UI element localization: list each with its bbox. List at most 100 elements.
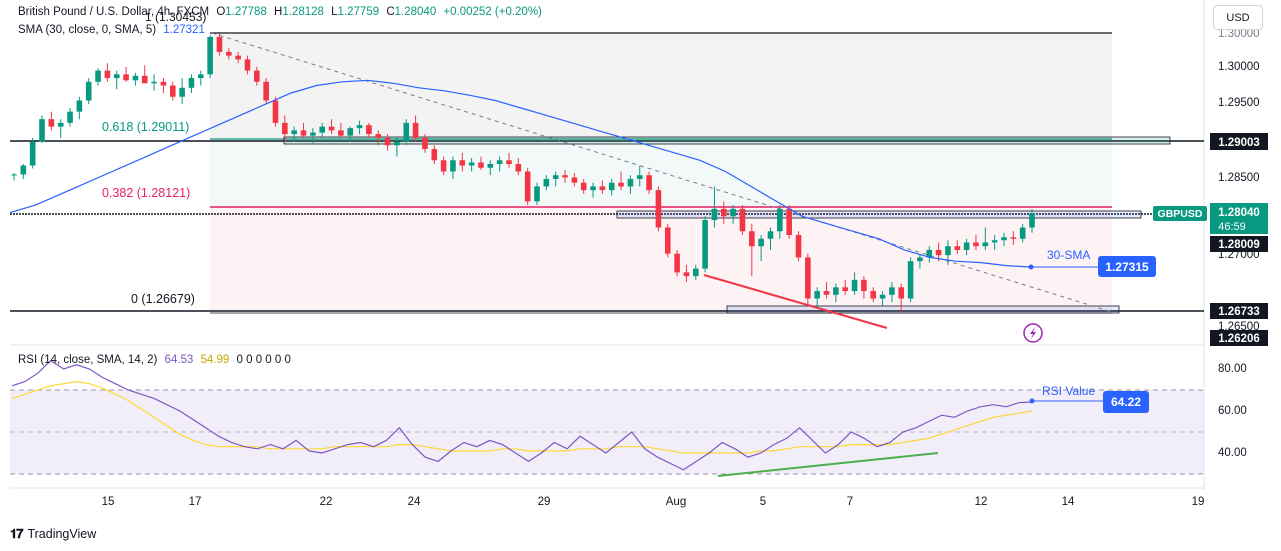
candle[interactable] xyxy=(683,272,690,277)
candle[interactable] xyxy=(823,291,830,295)
candle[interactable] xyxy=(534,186,540,202)
candle[interactable] xyxy=(57,122,64,127)
candle[interactable] xyxy=(973,242,979,247)
candle[interactable] xyxy=(552,175,559,179)
candle[interactable] xyxy=(777,208,783,232)
candle[interactable] xyxy=(356,125,363,129)
legend-rsi[interactable]: RSI (14, close, SMA, 14, 2) 64.53 54.99 … xyxy=(18,354,295,366)
candle[interactable] xyxy=(29,141,36,166)
candle[interactable] xyxy=(104,70,111,79)
candle[interactable] xyxy=(917,257,923,262)
last-price-tag[interactable] xyxy=(1210,203,1268,234)
symbol-tag[interactable] xyxy=(1153,206,1207,221)
legend-main[interactable]: British Pound / U.S. Dollar, 4h, FXCM O1… xyxy=(18,6,546,18)
candle[interactable] xyxy=(861,279,867,292)
candle[interactable] xyxy=(216,36,223,52)
candle[interactable] xyxy=(338,130,344,136)
sma-tag[interactable] xyxy=(1098,256,1156,277)
candle[interactable] xyxy=(907,261,914,299)
candle[interactable] xyxy=(833,287,839,295)
candle[interactable] xyxy=(291,130,297,135)
candle[interactable] xyxy=(20,165,27,175)
candle[interactable] xyxy=(244,59,251,71)
candle[interactable] xyxy=(431,149,438,161)
candle[interactable] xyxy=(76,100,83,112)
candle[interactable] xyxy=(197,74,204,79)
candle[interactable] xyxy=(254,70,260,82)
candle[interactable] xyxy=(786,208,792,235)
candle[interactable] xyxy=(95,70,101,82)
candle[interactable] xyxy=(608,182,615,191)
candle[interactable] xyxy=(132,75,139,81)
candle[interactable] xyxy=(636,175,643,179)
candle[interactable] xyxy=(795,234,802,258)
candle[interactable] xyxy=(664,227,671,254)
candle[interactable] xyxy=(272,100,279,123)
candle[interactable] xyxy=(711,208,718,221)
candle[interactable] xyxy=(207,36,213,75)
candle[interactable] xyxy=(310,132,316,136)
candle[interactable] xyxy=(478,162,484,168)
candle[interactable] xyxy=(422,137,428,150)
candle[interactable] xyxy=(982,242,989,247)
candle[interactable] xyxy=(282,122,288,135)
support-zone-box[interactable] xyxy=(726,305,1120,314)
candle[interactable] xyxy=(300,130,307,136)
candle[interactable] xyxy=(879,294,886,299)
rsi-higher-lows-line[interactable] xyxy=(717,452,939,477)
candle[interactable] xyxy=(889,287,895,295)
candle[interactable] xyxy=(524,171,531,202)
candle[interactable] xyxy=(450,160,456,172)
candle[interactable] xyxy=(366,125,372,135)
candle[interactable] xyxy=(48,119,55,127)
candle[interactable] xyxy=(814,291,820,299)
candle[interactable] xyxy=(720,208,727,217)
candle[interactable] xyxy=(646,175,652,191)
candle[interactable] xyxy=(39,119,45,142)
candle[interactable] xyxy=(11,174,17,176)
candle[interactable] xyxy=(394,141,400,146)
candle[interactable] xyxy=(403,122,410,142)
candle[interactable] xyxy=(543,178,550,187)
candle[interactable] xyxy=(67,111,73,123)
candle[interactable] xyxy=(141,75,148,84)
candle[interactable] xyxy=(1010,237,1017,239)
candle[interactable] xyxy=(160,81,167,86)
candle[interactable] xyxy=(851,279,858,292)
candle[interactable] xyxy=(113,74,120,79)
candle[interactable] xyxy=(226,51,232,56)
candle[interactable] xyxy=(319,126,326,133)
candle[interactable] xyxy=(627,178,634,187)
candle[interactable] xyxy=(412,122,419,138)
candle[interactable] xyxy=(85,81,92,101)
candle[interactable] xyxy=(898,287,905,299)
tradingview-branding[interactable]: 𝟏𝟕 TradingView xyxy=(10,526,96,542)
level-tag-126733[interactable] xyxy=(1210,303,1268,319)
candle[interactable] xyxy=(739,208,746,232)
resistance-zone-box[interactable] xyxy=(283,136,1171,145)
candle[interactable] xyxy=(562,175,568,178)
candle[interactable] xyxy=(692,268,699,277)
candle[interactable] xyxy=(954,246,961,250)
candle[interactable] xyxy=(730,208,736,217)
candle[interactable] xyxy=(440,160,447,172)
lightning-icon[interactable] xyxy=(1023,323,1043,343)
level-tag-126206[interactable] xyxy=(1210,330,1268,346)
level-tag-129003[interactable] xyxy=(1210,133,1268,150)
currency-button[interactable]: USD xyxy=(1213,5,1263,30)
legend-sma[interactable]: SMA (30, close, 0, SMA, 5) 1.27321 xyxy=(18,24,209,36)
candle[interactable] xyxy=(263,81,269,101)
candle[interactable] xyxy=(468,162,475,166)
candle[interactable] xyxy=(674,253,680,273)
rsi-axis[interactable]: 80.00 60.00 40.00 xyxy=(1218,363,1247,459)
dashed-trendline[interactable] xyxy=(211,32,1113,313)
candle[interactable] xyxy=(758,238,764,247)
candle[interactable] xyxy=(496,160,503,165)
candle[interactable] xyxy=(618,182,624,187)
candle[interactable] xyxy=(1019,227,1026,239)
candle[interactable] xyxy=(1001,237,1007,241)
candle[interactable] xyxy=(151,81,157,84)
candle[interactable] xyxy=(991,240,998,243)
candle[interactable] xyxy=(506,160,512,165)
